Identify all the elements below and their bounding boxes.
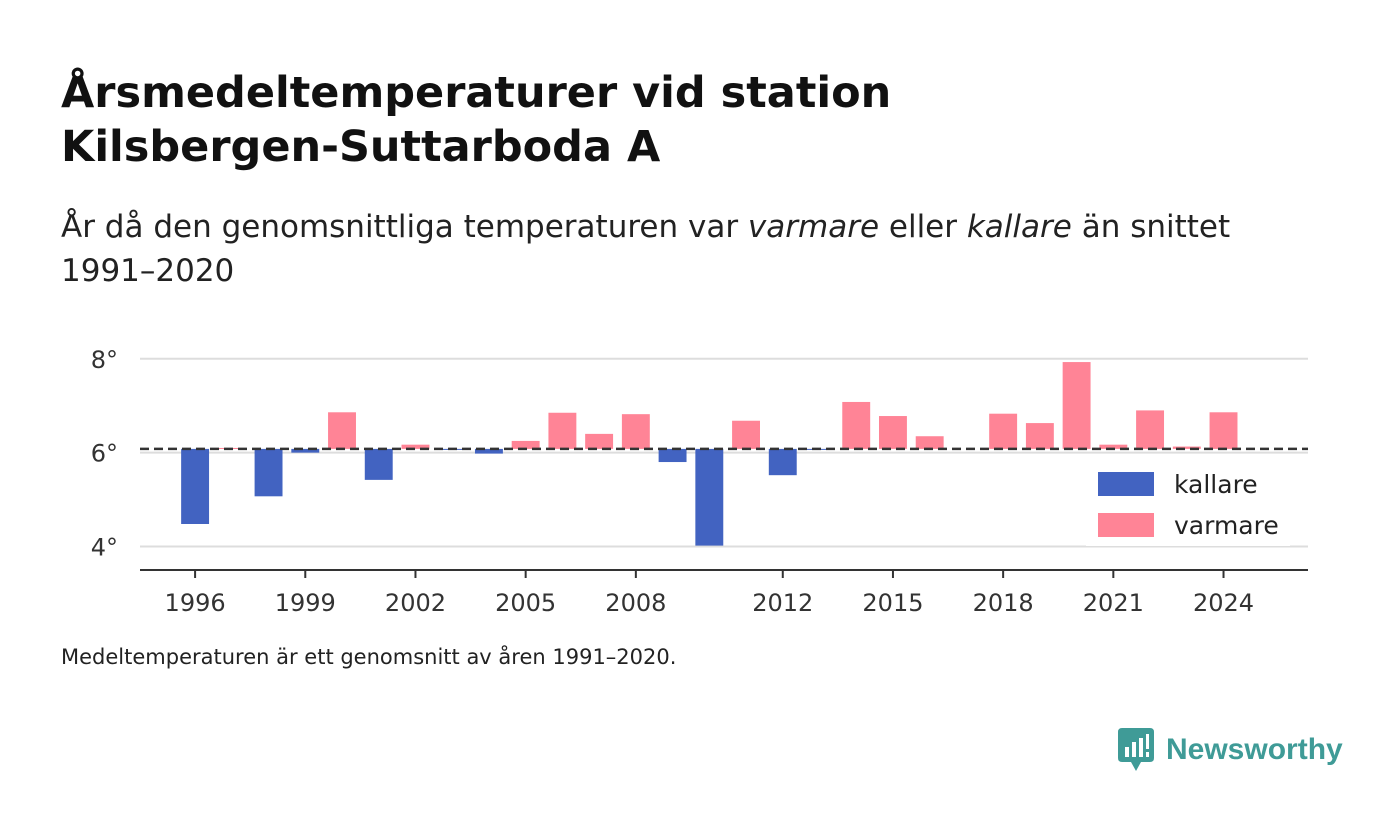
bar-kallare — [658, 448, 687, 463]
bar-varmare — [878, 416, 907, 449]
legend-label-varmare: varmare — [1174, 511, 1279, 540]
bar-varmare — [328, 412, 356, 449]
bar-kallare — [364, 448, 393, 480]
bar-varmare — [621, 414, 650, 449]
bar-kallare — [695, 448, 724, 546]
bar-varmare — [1136, 410, 1165, 449]
bar-varmare — [1209, 412, 1238, 449]
x-tick-label: 2005 — [495, 589, 556, 617]
x-tick-label: 1999 — [275, 589, 336, 617]
bar-varmare — [1099, 444, 1128, 449]
subtitle-line-2: 1991–2020 — [61, 253, 235, 289]
x-tick-label: 2015 — [862, 589, 923, 617]
bar-varmare — [585, 433, 614, 449]
chart-title: Årsmedeltemperaturer vid station Kilsber… — [61, 66, 1061, 174]
footnote: Medeltemperaturen är ett genomsnitt av å… — [61, 645, 677, 669]
x-tick-label: 2002 — [385, 589, 446, 617]
subtitle-suffix: än snittet — [1071, 209, 1231, 245]
bar-varmare — [732, 420, 760, 449]
bar-varmare — [989, 413, 1018, 449]
bar-kallare — [254, 448, 283, 497]
subtitle-warm-word: varmare — [747, 209, 880, 245]
bar-kallare — [181, 448, 210, 524]
x-tick-label: 2012 — [752, 589, 813, 617]
legend-swatch-varmare — [1098, 513, 1154, 537]
title-line-1: Årsmedeltemperaturer vid station — [61, 68, 892, 118]
bar-kallare — [291, 448, 320, 453]
y-tick-label: 4° — [91, 534, 118, 562]
subtitle-middle: eller — [879, 209, 967, 245]
x-tick-label: 2018 — [973, 589, 1034, 617]
y-tick-label: 8° — [91, 346, 118, 374]
bar-kallare — [474, 448, 503, 454]
newsworthy-logo-icon — [1118, 728, 1154, 771]
x-tick-label: 2008 — [605, 589, 666, 617]
subtitle-prefix: År då den genomsnittliga temperaturen va… — [61, 209, 748, 245]
brand[interactable]: Newsworthy — [1118, 728, 1343, 772]
brand-name: Newsworthy — [1166, 733, 1343, 766]
legend-label-kallare: kallare — [1174, 470, 1258, 499]
bar-varmare — [1025, 423, 1054, 449]
x-tick-label: 2024 — [1193, 589, 1254, 617]
bar-varmare — [1172, 446, 1201, 449]
y-tick-label: 6° — [91, 440, 118, 468]
bar-varmare — [1062, 362, 1091, 449]
x-tick-label: 2021 — [1083, 589, 1144, 617]
subtitle-cold-word: kallare — [966, 209, 1072, 245]
chart-subtitle: År då den genomsnittliga temperaturen va… — [61, 205, 1311, 293]
title-line-2: Kilsbergen-Suttarboda A — [61, 122, 661, 172]
bar-kallare — [768, 448, 797, 476]
legend-swatch-kallare — [1098, 472, 1154, 496]
bar-varmare — [915, 436, 944, 449]
x-tick-label: 1996 — [165, 589, 226, 617]
bar-varmare — [548, 412, 577, 449]
bar-varmare — [511, 440, 540, 449]
temperature-bar-chart: 4° 6° 8° 1996 1999 2002 2005 2008 2012 2015 2018 20… — [91, 346, 1308, 617]
bar-varmare — [842, 401, 871, 449]
subtitle-line-1: År då den genomsnittliga temperaturen va… — [61, 205, 1311, 249]
bar-varmare — [401, 444, 430, 449]
